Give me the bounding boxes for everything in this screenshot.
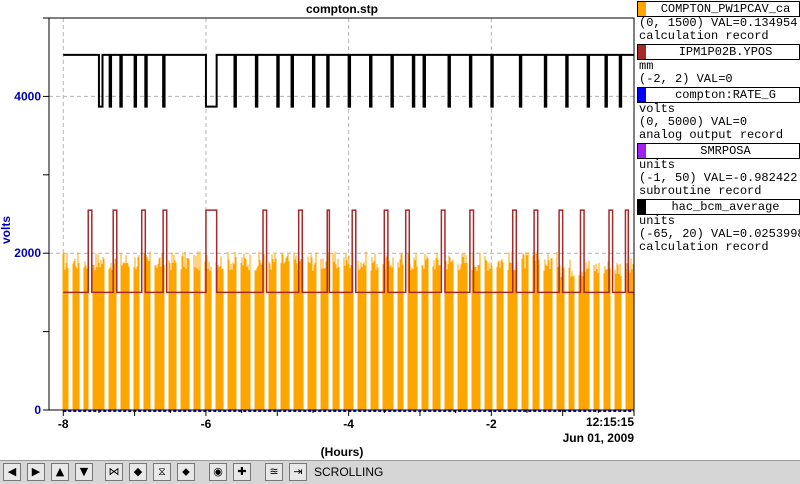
legend-pv-name-box[interactable]: compton:RATE_G xyxy=(637,87,800,103)
legend-units: mm xyxy=(639,59,654,73)
legend-color-swatch xyxy=(638,45,646,59)
pv-legend: COMPTON_PW1PCAV_ca (0, 1500) VAL=0.134954… xyxy=(637,0,800,460)
legend-pv-name-box[interactable]: SMRPOSA xyxy=(637,143,800,159)
legend-type-line: calculation record xyxy=(639,240,769,254)
black-series-line xyxy=(63,53,634,108)
stagger-button[interactable]: ≊ xyxy=(265,463,283,481)
scroll-button[interactable]: ⇥ xyxy=(289,463,307,481)
plot-area-frame xyxy=(48,17,635,411)
zoom-in-y-button[interactable]: ⧖ xyxy=(153,463,171,481)
legend-range-line: (0, 5000) VAL=0 xyxy=(639,115,748,129)
legend-units: units xyxy=(639,214,676,228)
brown-series-line xyxy=(63,209,634,294)
legend-pv-name: SMRPOSA xyxy=(700,144,751,158)
legend-type-line: subroutine record xyxy=(639,184,762,198)
legend-pv-name-box[interactable]: COMPTON_PW1PCAV_ca xyxy=(637,1,800,17)
legend-pv-name: IPM1P02B.YPOS xyxy=(678,45,773,59)
end-date-label: Jun 01, 2009 xyxy=(563,431,635,445)
legend-color-swatch xyxy=(638,200,646,214)
x-tick-label: -6 xyxy=(201,417,212,431)
strip-chart: compton.stp 0 2000 4000 -8 -6 -4 -2 volts (Ho… xyxy=(0,2,635,459)
legend-pv-name: compton:RATE_G xyxy=(675,88,776,102)
legend-type-line: calculation record xyxy=(639,29,769,43)
toolbar-status: SCROLLING xyxy=(314,465,384,479)
y-tick-label: 0 xyxy=(34,403,41,417)
legend-units: units xyxy=(639,158,676,172)
x-tick-label: -8 xyxy=(58,417,69,431)
y-tick-label: 2000 xyxy=(14,246,41,260)
legend-pv-name-box[interactable]: IPM1P02B.YPOS xyxy=(637,44,800,60)
legend-range-line: (-1, 50) VAL=-0.982422 xyxy=(639,171,798,185)
legend-color-swatch xyxy=(638,2,646,16)
legend-color-swatch xyxy=(638,88,646,102)
toolbar: ◀ ▶ ▲ ▼ ⋈ ◆ ⧖ ⬥ ◉ ✚ ≊ ⇥ SCROLLING xyxy=(0,460,800,484)
legend-units: volts xyxy=(639,102,676,116)
zoom-out-y-button[interactable]: ⬥ xyxy=(177,463,195,481)
legend-range-line: (-65, 20) VAL=0.0253998 xyxy=(639,227,800,241)
legend-color-swatch xyxy=(638,144,646,158)
zoom-in-x-button[interactable]: ⋈ xyxy=(105,463,123,481)
x-tick-label: -2 xyxy=(486,417,497,431)
pan-up-button[interactable]: ▲ xyxy=(51,463,69,481)
legend-range-line: (-2, 2) VAL=0 xyxy=(639,72,733,86)
legend-pv-name: hac_bcm_average xyxy=(671,200,780,214)
pan-down-button[interactable]: ▼ xyxy=(75,463,93,481)
x-tick-label: -4 xyxy=(343,417,354,431)
legend-pv-name: COMPTON_PW1PCAV_ca xyxy=(660,2,791,16)
legend-range-line: (0, 1500) VAL=0.134954 xyxy=(639,16,798,30)
legend-pv-name-box[interactable]: hac_bcm_average xyxy=(637,199,800,215)
zoom-out-x-button[interactable]: ◆ xyxy=(129,463,147,481)
x-axis-label: (Hours) xyxy=(321,445,364,459)
zoom-auto-button[interactable]: ◉ xyxy=(209,463,227,481)
zoom-reset-button[interactable]: ✚ xyxy=(233,463,251,481)
y-axis-label: volts xyxy=(0,216,13,244)
series-layer xyxy=(62,53,634,412)
y-tick-label: 4000 xyxy=(14,89,41,103)
pan-left-button[interactable]: ◀ xyxy=(3,463,21,481)
legend-type-line: analog output record xyxy=(639,128,784,142)
chart-title: compton.stp xyxy=(306,2,378,16)
x-axis: -8 -6 -4 -2 xyxy=(58,410,635,431)
end-time-label: 12:15:15 xyxy=(586,415,634,429)
pan-right-button[interactable]: ▶ xyxy=(27,463,45,481)
y-axis: 0 2000 4000 xyxy=(14,17,49,417)
